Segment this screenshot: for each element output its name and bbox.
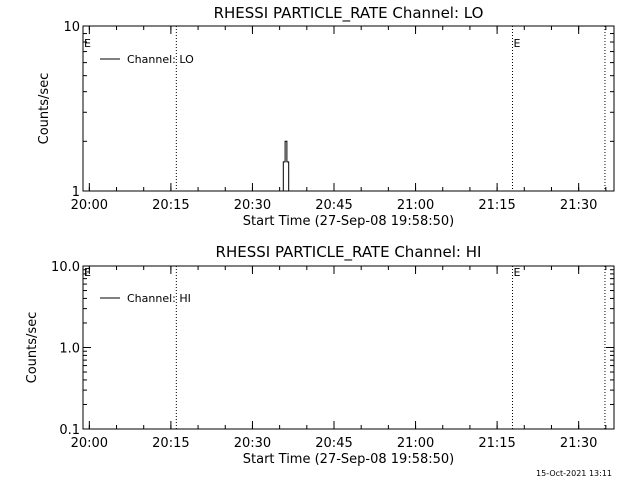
y-tick-label: 0.1 (59, 423, 80, 438)
plot-area-frame (82, 265, 615, 430)
event-marker-label: E (514, 37, 521, 50)
x-axis-label: Start Time (27-Sep-08 19:58:50) (243, 214, 454, 229)
y-axis-label: Counts/sec (37, 73, 52, 145)
x-tick-label: 20:45 (315, 198, 352, 213)
x-tick-label: 21:00 (397, 436, 434, 451)
x-tick-label: 20:30 (234, 436, 271, 451)
chart-title: RHESSI PARTICLE_RATE Channel: LO (214, 4, 484, 23)
x-tick-label: 21:30 (560, 436, 597, 451)
y-axis-label: Counts/sec (25, 312, 40, 384)
y-tick-label: 1.0 (59, 342, 80, 357)
chart-title: RHESSI PARTICLE_RATE Channel: HI (216, 243, 482, 262)
x-tick-label: 20:00 (71, 198, 108, 213)
x-tick-label: 20:45 (315, 436, 352, 451)
y-tick-label: 10 (63, 20, 80, 35)
x-tick-label: 20:30 (234, 198, 271, 213)
x-axis-label: Start Time (27-Sep-08 19:58:50) (243, 452, 454, 467)
event-marker-label: E (84, 37, 91, 50)
plot-area-frame (82, 25, 615, 192)
legend-label: Channel: HI (127, 292, 191, 305)
series-line (281, 140, 291, 192)
y-tick-label: 1 (72, 185, 80, 200)
x-tick-label: 21:30 (560, 198, 597, 213)
y-tick-label: 10.0 (51, 260, 80, 275)
x-tick-label: 20:15 (152, 198, 189, 213)
legend-label: Channel: LO (127, 53, 194, 66)
event-marker-label: E (84, 266, 91, 279)
x-tick-label: 21:15 (478, 436, 515, 451)
event-marker-label: E (514, 266, 521, 279)
x-tick-label: 21:15 (478, 198, 515, 213)
generation-timestamp: 15-Oct-2021 13:11 (536, 469, 612, 478)
x-tick-label: 21:00 (397, 198, 434, 213)
x-tick-label: 20:15 (152, 436, 189, 451)
x-tick-label: 20:00 (71, 436, 108, 451)
